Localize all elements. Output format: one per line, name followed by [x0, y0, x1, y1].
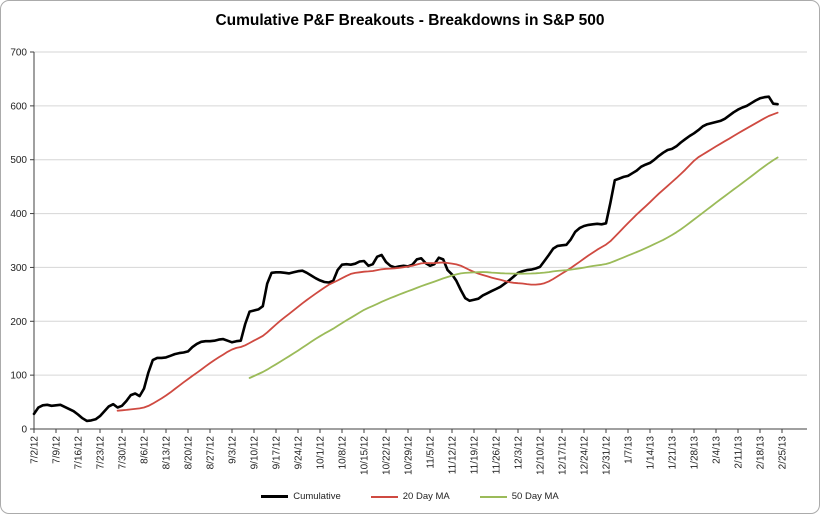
svg-text:11/19/12: 11/19/12 — [470, 436, 481, 475]
svg-text:2/4/13: 2/4/13 — [712, 436, 723, 464]
svg-text:7/16/12: 7/16/12 — [74, 436, 85, 470]
svg-text:400: 400 — [10, 209, 27, 220]
svg-text:12/31/12: 12/31/12 — [602, 436, 613, 475]
svg-text:8/20/12: 8/20/12 — [184, 436, 195, 470]
svg-text:2/18/13: 2/18/13 — [756, 436, 767, 470]
svg-text:10/29/12: 10/29/12 — [404, 436, 415, 475]
svg-text:9/3/12: 9/3/12 — [228, 436, 239, 464]
svg-text:7/9/12: 7/9/12 — [52, 436, 63, 464]
svg-text:8/6/12: 8/6/12 — [140, 436, 151, 464]
svg-text:1/14/13: 1/14/13 — [646, 436, 657, 470]
svg-text:300: 300 — [10, 263, 27, 274]
legend-label-cumulative: Cumulative — [293, 491, 341, 502]
svg-text:700: 700 — [10, 48, 27, 59]
chart-legend: Cumulative 20 Day MA 50 Day MA — [1, 491, 819, 502]
svg-text:0: 0 — [21, 425, 27, 436]
svg-text:12/10/12: 12/10/12 — [536, 436, 547, 475]
legend-swatch-50-day-ma — [479, 495, 507, 498]
svg-text:2/25/13: 2/25/13 — [778, 436, 789, 470]
legend-item-cumulative: Cumulative — [261, 491, 341, 502]
svg-text:10/8/12: 10/8/12 — [338, 436, 349, 470]
legend-item-20-day-ma: 20 Day MA — [370, 491, 450, 502]
svg-text:8/27/12: 8/27/12 — [206, 436, 217, 470]
svg-text:11/26/12: 11/26/12 — [492, 436, 503, 475]
svg-text:1/7/13: 1/7/13 — [624, 436, 635, 464]
svg-text:200: 200 — [10, 317, 27, 328]
chart-title: Cumulative P&F Breakouts - Breakdowns in… — [215, 12, 605, 29]
svg-text:500: 500 — [10, 155, 27, 166]
svg-text:8/13/12: 8/13/12 — [162, 436, 173, 470]
svg-text:9/24/12: 9/24/12 — [294, 436, 305, 470]
svg-text:2/11/13: 2/11/13 — [734, 436, 745, 469]
svg-text:10/15/12: 10/15/12 — [360, 436, 371, 475]
legend-swatch-20-day-ma — [370, 495, 398, 498]
svg-text:100: 100 — [10, 371, 27, 382]
svg-text:11/12/12: 11/12/12 — [448, 436, 459, 475]
svg-text:600: 600 — [10, 101, 27, 112]
svg-text:9/10/12: 9/10/12 — [250, 436, 261, 470]
svg-text:12/17/12: 12/17/12 — [558, 436, 569, 475]
svg-text:11/5/12: 11/5/12 — [426, 436, 437, 469]
legend-label-20-day-ma: 20 Day MA — [402, 491, 450, 502]
svg-text:1/28/13: 1/28/13 — [690, 436, 701, 470]
svg-text:7/30/12: 7/30/12 — [118, 436, 129, 470]
svg-text:12/24/12: 12/24/12 — [580, 436, 591, 475]
legend-swatch-cumulative — [261, 495, 289, 498]
svg-text:10/1/12: 10/1/12 — [316, 436, 327, 470]
legend-item-50-day-ma: 50 Day MA — [479, 491, 559, 502]
svg-text:9/17/12: 9/17/12 — [272, 436, 283, 470]
svg-text:1/21/13: 1/21/13 — [668, 436, 679, 470]
svg-text:7/23/12: 7/23/12 — [96, 436, 107, 470]
svg-text:7/2/12: 7/2/12 — [30, 436, 41, 464]
legend-label-50-day-ma: 50 Day MA — [511, 491, 559, 502]
svg-text:12/3/12: 12/3/12 — [514, 436, 525, 470]
svg-text:10/22/12: 10/22/12 — [382, 436, 393, 475]
